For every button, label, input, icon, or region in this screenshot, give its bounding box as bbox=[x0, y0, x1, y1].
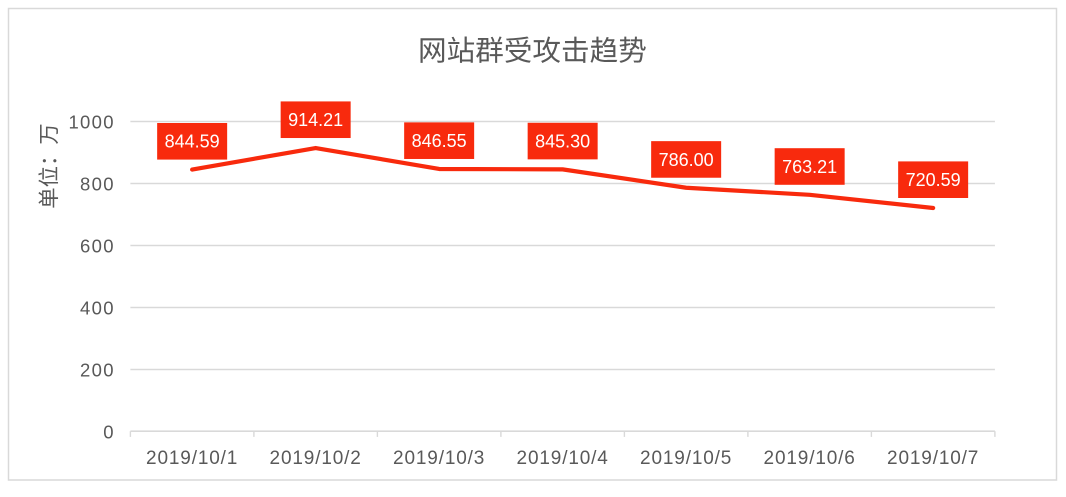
svg-text:600: 600 bbox=[80, 235, 115, 256]
svg-text:846.55: 846.55 bbox=[412, 131, 467, 151]
svg-text:763.21: 763.21 bbox=[782, 157, 837, 177]
svg-text:800: 800 bbox=[80, 174, 115, 195]
svg-text:845.30: 845.30 bbox=[535, 131, 590, 151]
svg-text:400: 400 bbox=[80, 297, 115, 318]
svg-text:844.59: 844.59 bbox=[165, 132, 220, 152]
svg-text:2019/10/1: 2019/10/1 bbox=[146, 448, 238, 469]
svg-text:0: 0 bbox=[103, 421, 115, 442]
svg-text:2019/10/5: 2019/10/5 bbox=[640, 448, 732, 469]
svg-text:2019/10/6: 2019/10/6 bbox=[764, 448, 856, 469]
svg-text:2019/10/4: 2019/10/4 bbox=[517, 448, 609, 469]
svg-text:914.21: 914.21 bbox=[288, 110, 343, 130]
svg-text:786.00: 786.00 bbox=[659, 150, 714, 170]
svg-text:720.59: 720.59 bbox=[906, 170, 961, 190]
svg-text:2019/10/3: 2019/10/3 bbox=[393, 448, 485, 469]
svg-text:2019/10/7: 2019/10/7 bbox=[887, 448, 979, 469]
svg-text:200: 200 bbox=[80, 359, 115, 380]
svg-text:1000: 1000 bbox=[68, 112, 114, 133]
svg-text:2019/10/2: 2019/10/2 bbox=[270, 448, 362, 469]
